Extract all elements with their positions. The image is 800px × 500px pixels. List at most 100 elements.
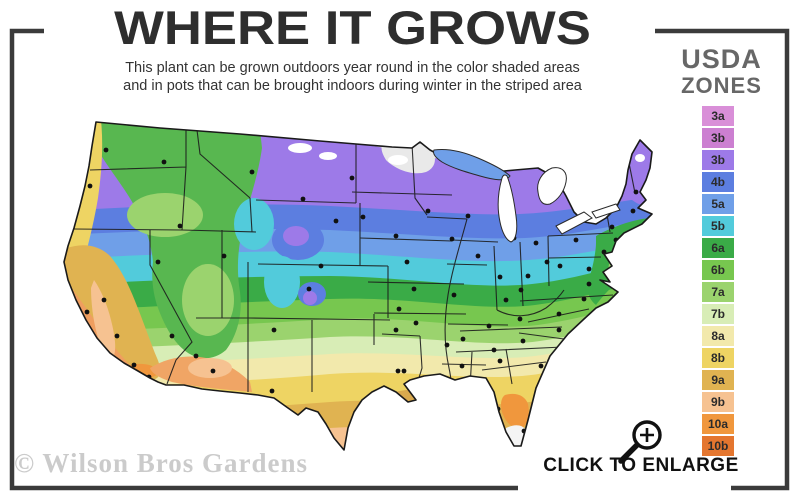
lake-huron <box>537 167 567 205</box>
zone-swatch-10b: 10b <box>702 436 734 456</box>
arizona-peach-patch <box>188 358 232 378</box>
city-dot <box>271 327 277 333</box>
city-dot <box>210 368 216 374</box>
city-dot <box>581 296 587 302</box>
zone-swatch-6b: 6b <box>702 260 734 280</box>
city-dot <box>395 368 401 374</box>
city-dot <box>633 189 639 195</box>
pnw-coast-yellow <box>65 122 103 290</box>
city-dot <box>318 263 324 269</box>
city-dot <box>497 358 503 364</box>
city-dot <box>333 218 339 224</box>
city-dot <box>169 333 175 339</box>
lake-erie <box>555 211 593 235</box>
city-dot <box>84 309 90 315</box>
city-dot <box>491 347 497 353</box>
city-dot <box>573 237 579 243</box>
snow-fleck <box>635 154 645 162</box>
city-dot <box>396 306 402 312</box>
city-dot <box>460 336 466 342</box>
magnifier-icon[interactable] <box>618 420 662 464</box>
frame-left-bracket <box>9 28 518 491</box>
city-dot <box>401 368 407 374</box>
city-dot <box>556 311 562 317</box>
snow-fleck <box>388 155 408 165</box>
city-dot <box>383 403 389 409</box>
city-dot <box>586 281 592 287</box>
city-dot <box>586 266 592 272</box>
east-coast-lightgreen <box>608 245 650 291</box>
snow-fleck <box>319 152 337 160</box>
zone-swatch-5b: 5b <box>702 216 734 236</box>
city-dot <box>465 213 471 219</box>
zone-swatch-9a: 9a <box>702 370 734 390</box>
city-dot <box>469 379 475 385</box>
zone-swatch-10a: 10a <box>702 414 734 434</box>
city-dot <box>533 240 539 246</box>
legend-title: USDA ZONES <box>656 44 787 98</box>
city-dot <box>425 208 431 214</box>
city-dot <box>131 362 137 368</box>
subtitle-line-1: This plant can be grown outdoors year ro… <box>125 60 580 76</box>
city-dot <box>557 263 563 269</box>
rockies-cyan-patch <box>264 256 300 308</box>
subtitle-line-2: and in pots that can be brought indoors … <box>123 78 582 94</box>
snow-fleck <box>598 186 610 194</box>
city-dot <box>413 320 419 326</box>
snow-fleck <box>288 143 312 153</box>
lake-ontario <box>591 203 621 219</box>
city-dot <box>449 236 455 242</box>
city-dot <box>404 259 410 265</box>
lake-michigan <box>497 174 518 243</box>
lake-superior <box>433 149 511 181</box>
west-lightgreen-patch <box>182 264 234 336</box>
city-dot <box>520 338 526 344</box>
zone-swatch-7a: 7a <box>702 282 734 302</box>
rockies-purple-patch <box>303 291 317 305</box>
city-dot <box>518 287 524 293</box>
city-dot <box>544 259 550 265</box>
city-dot <box>411 286 417 292</box>
click-to-enlarge-label[interactable]: CLICK TO ENLARGE <box>543 455 739 476</box>
city-dot <box>249 169 255 175</box>
city-dot <box>101 297 107 303</box>
city-dot <box>300 196 306 202</box>
florida-orange <box>501 393 529 429</box>
zone-swatch-3a: 3a <box>702 106 734 126</box>
rockies-cyan-patch <box>234 198 274 250</box>
city-dot <box>360 214 366 220</box>
zone-swatch-7b: 7b <box>702 304 734 324</box>
zone-swatch-8a: 8a <box>702 326 734 346</box>
zone-swatch-3b: 3b <box>702 150 734 170</box>
zone-swatch-3b: 3b <box>702 128 734 148</box>
city-dot <box>475 253 481 259</box>
city-dot <box>269 388 275 394</box>
zone-legend: 3a 3b 3b 4b 5a 5b 6a 6b 7a 7b 8a 8b 9a 9b 10a 10b <box>702 106 734 458</box>
frame-right-bracket <box>655 28 790 491</box>
zone-swatch-4b: 4b <box>702 172 734 192</box>
city-dot <box>193 353 199 359</box>
zone-swatch-5a: 5a <box>702 194 734 214</box>
city-dot <box>503 297 509 303</box>
city-dot <box>609 224 615 230</box>
zone-bands <box>64 122 652 450</box>
city-dot <box>416 396 422 402</box>
city-dot <box>556 327 562 333</box>
city-dot <box>438 383 444 389</box>
city-dot <box>161 159 167 165</box>
city-dot <box>177 223 183 229</box>
city-dot <box>451 292 457 298</box>
city-dot <box>538 363 544 369</box>
snow-fleck <box>619 141 633 151</box>
city-dot <box>103 147 109 153</box>
city-dot <box>114 333 120 339</box>
city-dot <box>87 183 93 189</box>
city-dot <box>393 233 399 239</box>
legend-title-zones: ZONES <box>681 73 762 98</box>
legend-title-usda: USDA <box>681 44 762 74</box>
city-dot <box>306 286 312 292</box>
zone-swatch-8b: 8b <box>702 348 734 368</box>
city-dot <box>459 363 465 369</box>
